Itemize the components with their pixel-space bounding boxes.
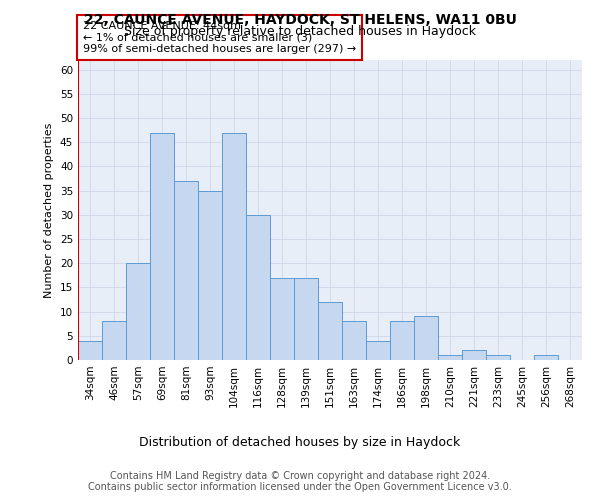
Bar [150, 132, 174, 360]
Bar [390, 322, 414, 360]
Text: 22 CAUNCE AVENUE: 44sqm
← 1% of detached houses are smaller (3)
99% of semi-deta: 22 CAUNCE AVENUE: 44sqm ← 1% of detached… [83, 21, 356, 54]
Text: Distribution of detached houses by size in Haydock: Distribution of detached houses by size … [139, 436, 461, 449]
Bar [102, 322, 126, 360]
Bar [78, 340, 102, 360]
Bar [198, 190, 222, 360]
Y-axis label: Number of detached properties: Number of detached properties [44, 122, 55, 298]
Bar [342, 322, 366, 360]
Bar [126, 263, 150, 360]
Bar [438, 355, 462, 360]
Text: Contains public sector information licensed under the Open Government Licence v3: Contains public sector information licen… [88, 482, 512, 492]
Text: Size of property relative to detached houses in Haydock: Size of property relative to detached ho… [124, 25, 476, 38]
Bar [270, 278, 294, 360]
Bar [534, 355, 558, 360]
Bar [318, 302, 342, 360]
Bar [222, 132, 246, 360]
Bar [414, 316, 438, 360]
Bar [174, 181, 198, 360]
Bar [486, 355, 510, 360]
Text: Contains HM Land Registry data © Crown copyright and database right 2024.: Contains HM Land Registry data © Crown c… [110, 471, 490, 481]
Bar [366, 340, 390, 360]
Bar [246, 215, 270, 360]
Bar [462, 350, 486, 360]
Text: 22, CAUNCE AVENUE, HAYDOCK, ST HELENS, WA11 0BU: 22, CAUNCE AVENUE, HAYDOCK, ST HELENS, W… [83, 12, 517, 26]
Bar [294, 278, 318, 360]
